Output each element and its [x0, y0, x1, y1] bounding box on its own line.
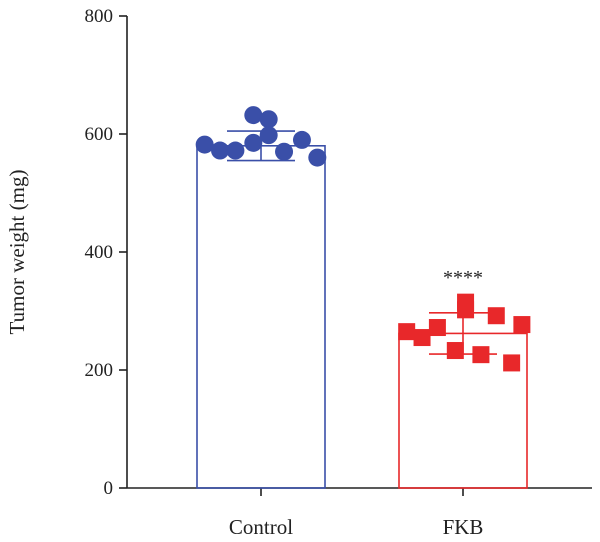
data-point — [513, 316, 531, 334]
labels: Control FKB **** — [229, 267, 484, 539]
x-tick-label: Control — [229, 515, 293, 539]
y-tick-label: 800 — [85, 6, 114, 27]
data-point — [195, 135, 214, 154]
data-point — [487, 307, 505, 325]
data-point — [259, 126, 278, 145]
data-point — [292, 130, 311, 149]
bars — [196, 130, 528, 489]
data-point — [244, 133, 263, 152]
data-points — [195, 106, 531, 372]
y-tick-label: 200 — [85, 360, 114, 381]
data-point — [275, 142, 294, 161]
data-point — [457, 301, 475, 319]
y-tick-label: 400 — [85, 242, 114, 263]
y-axis-title: Tumor weight (mg) — [5, 170, 29, 335]
data-point — [226, 141, 245, 160]
data-point — [244, 106, 263, 125]
data-point — [398, 323, 416, 341]
data-point — [259, 110, 278, 129]
data-point — [413, 329, 431, 347]
data-point — [446, 342, 464, 360]
y-tick-label: 600 — [85, 124, 114, 145]
data-point — [211, 141, 230, 160]
data-point — [503, 354, 521, 372]
y-tick-label: 0 — [104, 478, 114, 499]
data-point — [308, 148, 327, 167]
x-tick-label: FKB — [443, 515, 484, 539]
significance-label: **** — [443, 267, 483, 289]
axes: 0 200 400 600 800 — [85, 6, 592, 499]
data-point — [428, 319, 446, 337]
data-point — [472, 346, 490, 364]
bar-control — [196, 145, 326, 489]
